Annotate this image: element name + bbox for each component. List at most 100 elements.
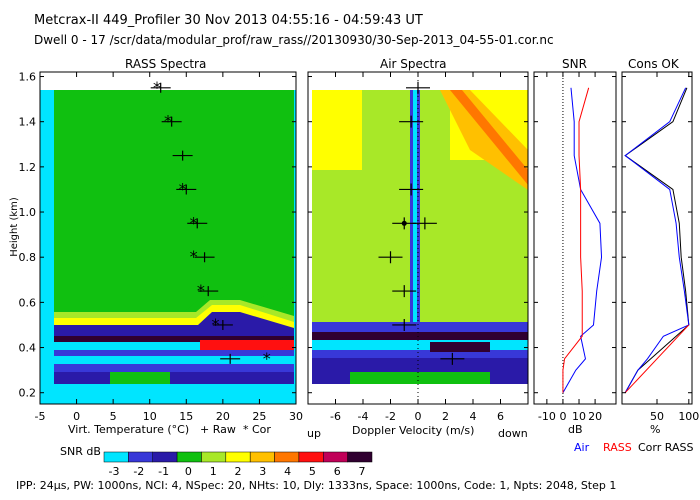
legend-tick-3: 0 — [185, 465, 192, 478]
rass-raw-mark-1 — [161, 116, 182, 127]
air-mark-7 — [392, 318, 417, 331]
legend-tick-10: 7 — [359, 465, 366, 478]
rass-xlabel: Virt. Temperature (°C) — [68, 423, 190, 436]
air-panel-title: Air Spectra — [380, 57, 447, 71]
cons-series-1 — [624, 87, 690, 393]
xtick-label-0-0: -5 — [35, 410, 46, 423]
ytick-label-2: 0.6 — [19, 296, 37, 309]
air-orange-tr — [440, 90, 528, 190]
air-band-dark-l — [312, 372, 350, 384]
header-title: Metcrax-II 449_Profiler 30 Nov 2013 04:5… — [34, 13, 423, 28]
xtick-label-0-3: 10 — [143, 410, 157, 423]
air-center-core — [413, 90, 417, 330]
cons-series-0 — [624, 87, 690, 393]
ytick-label-3: 0.8 — [19, 251, 37, 264]
ytick-label-4: 1.0 — [19, 206, 37, 219]
air-peak-dot — [401, 220, 407, 226]
snr-series-0 — [562, 87, 603, 393]
air-xlabel-up: up — [307, 427, 321, 440]
xtick-label-2-2: 10 — [572, 410, 586, 423]
rass-raw-legend: + Raw — [200, 423, 236, 436]
air-xlabel: Doppler Velocity (m/s) — [352, 424, 475, 437]
legend-tick-6: 3 — [259, 465, 266, 478]
panel-frame-0 — [39, 71, 297, 405]
xtick-label-0-5: 20 — [216, 410, 230, 423]
legend-swatch-10 — [347, 451, 373, 463]
rass-cor-mark-0: * — [153, 78, 161, 97]
xtick-label-0-6: 25 — [252, 410, 266, 423]
air-xlabel-down: down — [498, 427, 528, 440]
snr-xlabel: dB — [568, 423, 583, 436]
snr-panel-title: SNR — [562, 57, 587, 71]
xtick-label-1-0: -6 — [330, 410, 341, 423]
air-mark-6 — [392, 285, 417, 298]
panel-frame-2 — [533, 71, 617, 405]
legend-tick-0: -3 — [109, 465, 120, 478]
legend-swatch-7 — [274, 451, 300, 463]
air-red-tr — [450, 90, 528, 185]
rass-band-blue2 — [54, 364, 294, 372]
rass-raw-mark-7 — [212, 319, 233, 330]
legend-air: Air — [574, 441, 590, 454]
legend-swatch-8 — [298, 451, 324, 463]
xtick-label-3-1: 100 — [678, 410, 699, 423]
legend-tick-4: 1 — [210, 465, 217, 478]
rass-cor-mark-7: * — [263, 349, 271, 368]
xtick-label-1-6: 6 — [497, 410, 504, 423]
ytick-label-0: 0.2 — [19, 387, 37, 400]
xtick-label-1-2: -2 — [385, 410, 396, 423]
legend-swatch-0 — [103, 451, 129, 463]
xtick-label-1-4: 2 — [442, 410, 449, 423]
rass-band-black — [54, 336, 294, 342]
air-band-dark-r — [490, 372, 528, 384]
air-band-blue — [312, 350, 528, 358]
legend-corr-rass: Corr RASS — [638, 441, 694, 454]
rass-band-dark2 — [54, 372, 294, 384]
snr-series-1 — [562, 87, 590, 393]
ytick-label-5: 1.2 — [19, 161, 37, 174]
xtick-label-0-1: 0 — [73, 410, 80, 423]
air-mark-1 — [399, 115, 424, 128]
air-band-green — [350, 372, 490, 384]
rass-raw-mark-8 — [220, 353, 241, 364]
xtick-label-3-0: 50 — [650, 410, 664, 423]
ytick-label-6: 1.4 — [19, 116, 37, 129]
xtick-label-1-3: 0 — [415, 410, 422, 423]
air-mark-0 — [406, 81, 430, 94]
legend-tick-2: -1 — [158, 465, 169, 478]
rass-band-dark — [54, 312, 294, 336]
legend-tick-5: 2 — [235, 465, 242, 478]
air-mark-4 — [412, 217, 437, 230]
footer-params: IPP: 24μs, PW: 1000ns, NCI: 4, NSpec: 20… — [16, 479, 617, 492]
xtick-label-0-4: 15 — [179, 410, 193, 423]
rass-cor-mark-3: * — [190, 213, 198, 232]
xtick-label-1-1: -4 — [358, 410, 369, 423]
xtick-label-2-0: -10 — [538, 410, 556, 423]
rass-cor-mark-4: * — [190, 247, 198, 266]
air-band-dark — [312, 358, 528, 372]
legend-swatch-3 — [176, 451, 202, 463]
ytick-label-1: 0.4 — [19, 342, 37, 355]
rass-band-blue — [54, 350, 294, 356]
air-band-cyan — [312, 340, 528, 350]
air-yellow-tl — [312, 90, 362, 170]
legend-swatch-6 — [249, 451, 275, 463]
rass-raw-mark-2 — [172, 150, 193, 161]
rass-low-red — [200, 340, 294, 350]
legend-tick-7: 4 — [284, 465, 291, 478]
ytick-label-7: 1.6 — [19, 71, 37, 84]
rass-raw-mark-5 — [194, 252, 215, 263]
legend-tick-1: -2 — [133, 465, 144, 478]
rass-panel-title: RASS Spectra — [125, 57, 207, 71]
rass-band-cyan — [54, 342, 294, 350]
xtick-label-0-7: 30 — [289, 410, 303, 423]
xtick-label-0-2: 5 — [110, 410, 117, 423]
cons-rass-line — [624, 324, 690, 394]
air-band-black2 — [430, 342, 490, 352]
air-mark-8 — [440, 352, 465, 365]
air-band-b1 — [312, 322, 528, 332]
air-band-black — [312, 332, 528, 340]
xtick-label-2-1: 0 — [559, 410, 566, 423]
rass-cor-mark-2: * — [179, 179, 187, 198]
